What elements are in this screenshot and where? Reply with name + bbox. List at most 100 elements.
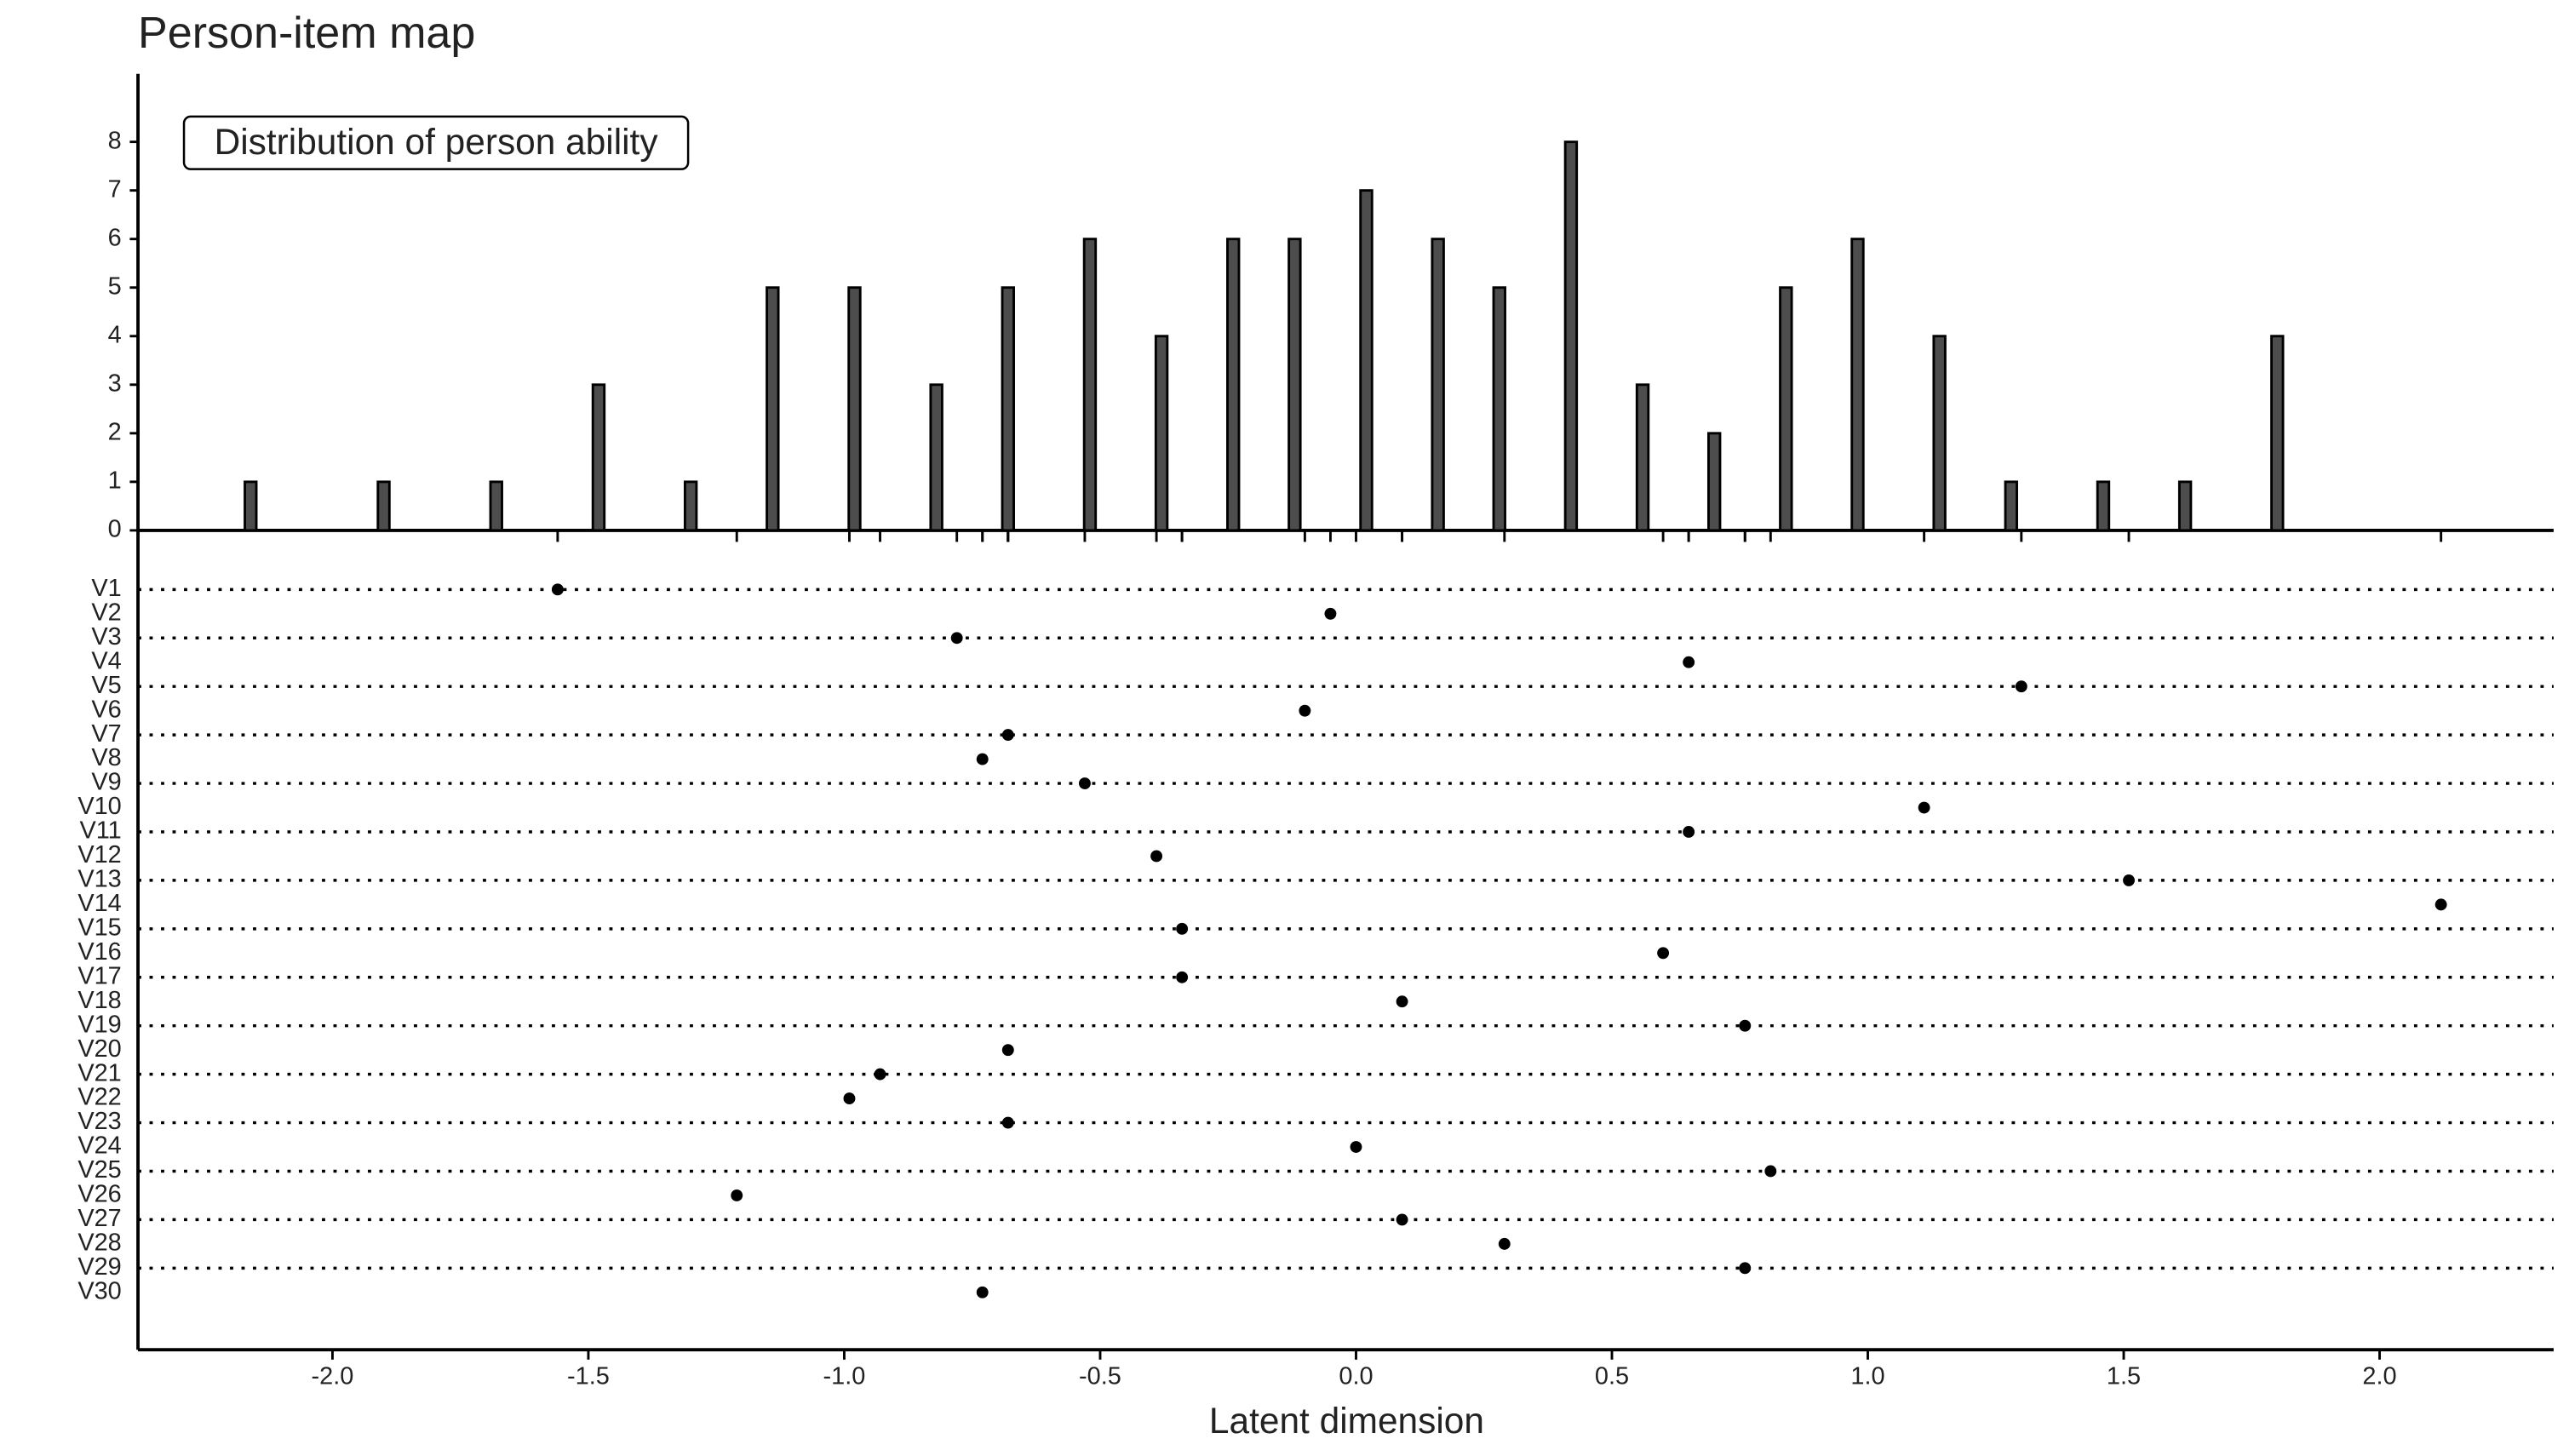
y-tick-label: V11 xyxy=(79,817,121,845)
y-tick-label: V18 xyxy=(77,987,121,1014)
y-tick-label: V3 xyxy=(91,623,121,651)
bar xyxy=(1226,238,1241,532)
item-dot xyxy=(1176,971,1189,983)
bar xyxy=(591,383,606,532)
x-tick-label: 0.5 xyxy=(1595,1363,1629,1390)
item-dot xyxy=(1764,1165,1777,1178)
y-tick-label: V29 xyxy=(77,1253,121,1281)
bar xyxy=(1288,238,1302,532)
y-tick-label: V30 xyxy=(77,1277,121,1304)
bar xyxy=(489,480,503,532)
item-dot xyxy=(976,753,989,765)
bar xyxy=(1082,238,1098,532)
y-tick-label: 5 xyxy=(108,272,122,300)
x-tick-label: 1.5 xyxy=(2107,1363,2141,1390)
annotation-box xyxy=(182,115,690,170)
y-tick-label: V2 xyxy=(91,599,121,626)
y-tick-label: V12 xyxy=(77,841,121,868)
annotation: Distribution of person ability xyxy=(215,122,659,162)
y-tick-label: V28 xyxy=(77,1230,121,1257)
item-dot xyxy=(1176,922,1189,935)
y-tick-label: V25 xyxy=(77,1156,121,1184)
y-tick-label: V4 xyxy=(91,647,121,674)
y-tick-label: V19 xyxy=(77,1011,121,1038)
item-dot xyxy=(1739,1019,1752,1032)
y-tick-label: V8 xyxy=(91,744,121,771)
bar xyxy=(1850,238,1865,532)
item-dot xyxy=(874,1068,886,1081)
bar xyxy=(2004,480,2018,532)
y-tick-label: 3 xyxy=(108,370,122,397)
item-dot xyxy=(1396,995,1408,1008)
item-dot xyxy=(976,1286,989,1298)
item-dot xyxy=(1683,656,1695,668)
bar xyxy=(2177,480,2193,532)
x-tick-label: -1.0 xyxy=(823,1363,866,1390)
item-dot xyxy=(1918,801,1930,814)
bar xyxy=(2270,335,2285,532)
item-dot xyxy=(1683,826,1695,838)
y-tick-label: V17 xyxy=(77,962,121,989)
bar xyxy=(1707,432,1722,532)
y-tick-label: V27 xyxy=(77,1205,121,1232)
y-tick-label: V23 xyxy=(77,1108,121,1135)
bar xyxy=(1359,189,1374,532)
bar xyxy=(1492,286,1506,532)
y-tick-label: 0 xyxy=(108,516,122,543)
item-dot xyxy=(1324,607,1337,620)
item-dot xyxy=(843,1092,856,1105)
bar xyxy=(1932,335,1947,532)
x-tick-label: 0.0 xyxy=(1339,1363,1373,1390)
item-dot xyxy=(2015,680,2027,693)
bar xyxy=(766,286,780,532)
y-tick-label: V10 xyxy=(77,793,121,820)
y-tick-label: V1 xyxy=(91,575,121,602)
x-tick-label: 2.0 xyxy=(2362,1363,2396,1390)
y-tick-label: V16 xyxy=(77,938,121,966)
bar xyxy=(683,480,698,532)
y-tick-label: 4 xyxy=(108,321,122,348)
y-tick-label: V7 xyxy=(91,720,121,748)
item-dot xyxy=(1078,777,1091,789)
y-tick-label: V20 xyxy=(77,1035,121,1063)
item-dot xyxy=(1657,947,1670,960)
item-dot xyxy=(731,1189,743,1201)
y-tick-label: V22 xyxy=(77,1084,121,1111)
item-dot xyxy=(1001,729,1014,742)
x-axis-label: Latent dimension xyxy=(1209,1401,1484,1441)
x-tick-label: -0.5 xyxy=(1079,1363,1121,1390)
chart-title: Person-item map xyxy=(138,9,475,58)
item-dot xyxy=(1396,1213,1408,1226)
y-tick-label: V5 xyxy=(91,672,121,699)
y-tick-label: V9 xyxy=(91,769,121,796)
item-dot xyxy=(1150,850,1163,863)
bar xyxy=(1154,335,1169,532)
item-dot xyxy=(1498,1237,1511,1250)
item-dot xyxy=(1299,704,1311,717)
bar xyxy=(2096,480,2111,532)
item-dot xyxy=(1350,1141,1362,1153)
y-tick-label: 7 xyxy=(108,175,122,203)
y-tick-label: 8 xyxy=(108,127,122,154)
y-tick-label: V24 xyxy=(77,1132,121,1160)
item-dot xyxy=(950,632,963,645)
item-dot xyxy=(2434,898,2447,911)
y-tick-label: V6 xyxy=(91,696,121,723)
x-tick-label: -2.0 xyxy=(312,1363,354,1390)
x-tick-label: 1.0 xyxy=(1850,1363,1884,1390)
bar xyxy=(847,286,862,532)
x-tick-label: -1.5 xyxy=(567,1363,610,1390)
y-tick-label: V15 xyxy=(77,914,121,941)
bar xyxy=(1635,383,1650,532)
y-tick-label: V14 xyxy=(77,890,121,917)
y-tick-label: V26 xyxy=(77,1181,121,1208)
item-dot xyxy=(1001,1116,1014,1129)
bar xyxy=(1563,140,1579,532)
y-tick-label: 1 xyxy=(108,467,122,495)
item-dot xyxy=(1001,1044,1014,1057)
bar xyxy=(244,480,258,532)
bar xyxy=(1001,286,1015,532)
y-tick-label: 6 xyxy=(108,224,122,251)
bar xyxy=(1431,238,1445,532)
